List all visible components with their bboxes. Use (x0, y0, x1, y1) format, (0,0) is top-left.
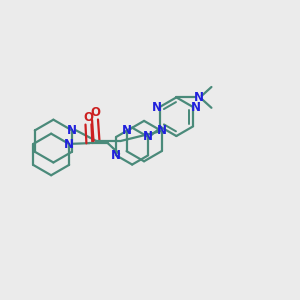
Text: N: N (152, 100, 162, 114)
Text: O: O (83, 111, 94, 124)
Text: N: N (157, 124, 166, 137)
Text: N: N (64, 138, 74, 151)
Text: N: N (194, 91, 204, 104)
Text: N: N (190, 100, 200, 114)
Text: N: N (143, 130, 153, 143)
Text: N: N (122, 124, 132, 137)
Text: O: O (90, 106, 100, 119)
Text: N: N (111, 149, 121, 162)
Text: N: N (67, 124, 77, 137)
